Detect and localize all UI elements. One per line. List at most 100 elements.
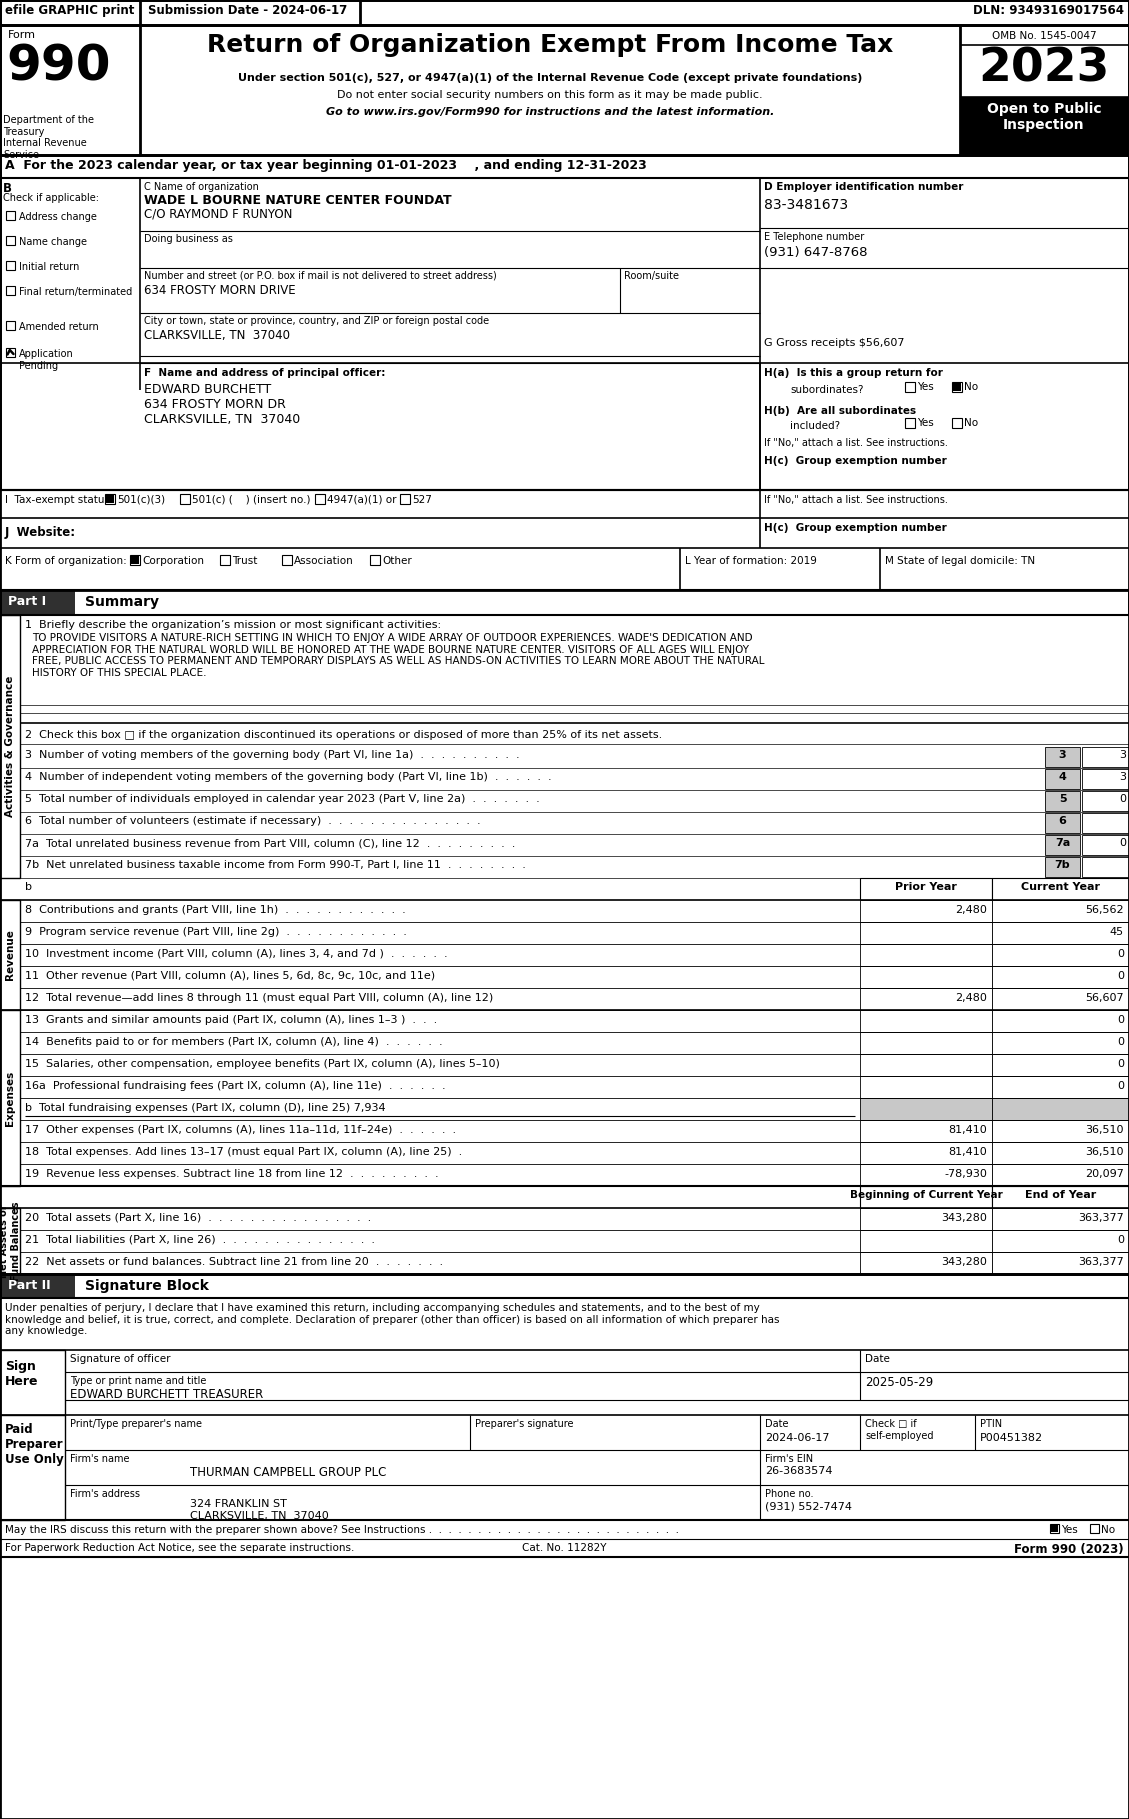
Text: 22  Net assets or fund balances. Subtract line 21 from line 20  .  .  .  .  .  .: 22 Net assets or fund balances. Subtract…	[25, 1257, 443, 1268]
Text: 3  Number of voting members of the governing body (Part VI, line 1a)  .  .  .  .: 3 Number of voting members of the govern…	[25, 749, 519, 760]
Text: 36,510: 36,510	[1085, 1148, 1124, 1157]
Bar	[6, 236, 15, 246]
Bar	[860, 1053, 992, 1077]
Text: -78,930: -78,930	[944, 1170, 987, 1179]
Text: No: No	[964, 382, 978, 393]
Text: 19  Revenue less expenses. Subtract line 18 from line 12  .  .  .  .  .  .  .  .: 19 Revenue less expenses. Subtract line …	[25, 1170, 439, 1179]
Text: If "No," attach a list. See instructions.: If "No," attach a list. See instructions…	[764, 438, 948, 447]
Text: Firm's address: Firm's address	[70, 1490, 140, 1499]
Text: Initial return: Initial return	[19, 262, 79, 273]
Text: Print/Type preparer's name: Print/Type preparer's name	[70, 1419, 202, 1430]
Text: WADE L BOURNE NATURE CENTER FOUNDAT: WADE L BOURNE NATURE CENTER FOUNDAT	[145, 195, 452, 207]
Bar	[1082, 748, 1129, 768]
Text: Submission Date - 2024-06-17: Submission Date - 2024-06-17	[148, 4, 348, 16]
Text: 56,562: 56,562	[1085, 906, 1124, 915]
Text: E Telephone number: E Telephone number	[764, 233, 865, 242]
Text: 2023: 2023	[979, 47, 1110, 93]
Text: 363,377: 363,377	[1078, 1257, 1124, 1268]
Text: 81,410: 81,410	[948, 1124, 987, 1135]
Text: 0: 0	[1117, 950, 1124, 959]
Text: Date: Date	[865, 1353, 890, 1364]
Text: 14  Benefits paid to or for members (Part IX, column (A), line 4)  .  .  .  .  .: 14 Benefits paid to or for members (Part…	[25, 1037, 443, 1048]
Text: 12  Total revenue—add lines 8 through 11 (must equal Part VIII, column (A), line: 12 Total revenue—add lines 8 through 11 …	[25, 993, 493, 1002]
Text: 6: 6	[1059, 817, 1067, 826]
Bar	[992, 1031, 1129, 1053]
Text: Name change: Name change	[19, 236, 87, 247]
Text: 2025-05-29: 2025-05-29	[865, 1375, 934, 1390]
Text: 21  Total liabilities (Part X, line 26)  .  .  .  .  .  .  .  .  .  .  .  .  .  : 21 Total liabilities (Part X, line 26) .…	[25, 1235, 375, 1244]
Bar	[992, 1010, 1129, 1031]
Text: efile GRAPHIC print: efile GRAPHIC print	[5, 4, 134, 16]
Bar	[0, 1010, 20, 1186]
Text: 5  Total number of individuals employed in calendar year 2023 (Part V, line 2a) : 5 Total number of individuals employed i…	[25, 795, 540, 804]
Text: J  Website:: J Website:	[5, 526, 76, 538]
Text: P00451382: P00451382	[980, 1433, 1043, 1442]
Text: Address change: Address change	[19, 213, 97, 222]
Text: Current Year: Current Year	[1021, 882, 1100, 891]
Text: Room/suite: Room/suite	[624, 271, 679, 280]
Bar	[1089, 1524, 1099, 1533]
Bar	[0, 615, 20, 879]
Text: 7b  Net unrelated business taxable income from Form 990-T, Part I, line 11  .  .: 7b Net unrelated business taxable income…	[25, 860, 526, 869]
Text: Doing business as: Doing business as	[145, 235, 233, 244]
Text: 0: 0	[1119, 795, 1126, 804]
Bar	[6, 286, 15, 295]
Bar	[1050, 1524, 1059, 1533]
Bar	[860, 944, 992, 966]
Text: Amended return: Amended return	[19, 322, 98, 333]
Bar	[992, 879, 1129, 900]
Text: 2,480: 2,480	[955, 993, 987, 1002]
Text: 501(c) (    ) (insert no.): 501(c) ( ) (insert no.)	[192, 495, 310, 506]
Text: 343,280: 343,280	[942, 1257, 987, 1268]
Text: G Gross receipts $56,607: G Gross receipts $56,607	[764, 338, 904, 347]
Text: 81,410: 81,410	[948, 1148, 987, 1157]
Text: Revenue: Revenue	[5, 930, 15, 980]
Text: 20  Total assets (Part X, line 16)  .  .  .  .  .  .  .  .  .  .  .  .  .  .  . : 20 Total assets (Part X, line 16) . . . …	[25, 1213, 371, 1222]
Bar	[0, 0, 1129, 25]
Text: Yes: Yes	[917, 418, 934, 427]
Text: Phone no.: Phone no.	[765, 1490, 814, 1499]
Text: CLARKSVILLE, TN  37040: CLARKSVILLE, TN 37040	[145, 413, 300, 426]
Bar	[952, 418, 962, 427]
Bar	[860, 1186, 992, 1208]
Bar	[953, 384, 961, 391]
Text: 18  Total expenses. Add lines 13–17 (must equal Part IX, column (A), line 25)  .: 18 Total expenses. Add lines 13–17 (must…	[25, 1148, 462, 1157]
Text: PTIN: PTIN	[980, 1419, 1003, 1430]
Bar	[0, 1208, 20, 1273]
Text: Part I: Part I	[8, 595, 46, 608]
Bar	[860, 1099, 992, 1121]
Text: 0: 0	[1119, 839, 1126, 848]
Bar	[1045, 791, 1080, 811]
Bar	[860, 900, 992, 922]
Text: 3: 3	[1059, 749, 1066, 760]
Bar	[992, 1077, 1129, 1099]
Text: Number and street (or P.O. box if mail is not delivered to street address): Number and street (or P.O. box if mail i…	[145, 271, 497, 280]
Bar	[992, 1208, 1129, 1230]
Bar	[860, 1031, 992, 1053]
Bar	[75, 1273, 1129, 1299]
Bar	[992, 944, 1129, 966]
Text: If "No," attach a list. See instructions.: If "No," attach a list. See instructions…	[764, 495, 948, 506]
Text: 16a  Professional fundraising fees (Part IX, column (A), line 11e)  .  .  .  .  : 16a Professional fundraising fees (Part …	[25, 1080, 446, 1091]
Bar	[400, 495, 410, 504]
Text: Date: Date	[765, 1419, 788, 1430]
Text: 4  Number of independent voting members of the governing body (Part VI, line 1b): 4 Number of independent voting members o…	[25, 771, 552, 782]
Text: Activities & Governance: Activities & Governance	[5, 677, 15, 817]
Text: 6  Total number of volunteers (estimate if necessary)  .  .  .  .  .  .  .  .  .: 6 Total number of volunteers (estimate i…	[25, 817, 481, 826]
Text: Open to Public
Inspection: Open to Public Inspection	[987, 102, 1101, 133]
Bar	[220, 555, 230, 566]
Text: EDWARD BURCHETT: EDWARD BURCHETT	[145, 384, 271, 397]
Text: 3: 3	[1119, 771, 1126, 782]
Text: 1  Briefly describe the organization’s mission or most significant activities:: 1 Briefly describe the organization’s mi…	[25, 620, 441, 629]
Text: subordinates?: subordinates?	[790, 386, 864, 395]
Bar	[6, 211, 15, 220]
Text: Go to www.irs.gov/Form990 for instructions and the latest information.: Go to www.irs.gov/Form990 for instructio…	[326, 107, 774, 116]
Bar	[131, 557, 139, 564]
Text: 7b: 7b	[1054, 860, 1070, 869]
Text: 10  Investment income (Part VIII, column (A), lines 3, 4, and 7d )  .  .  .  .  : 10 Investment income (Part VIII, column …	[25, 950, 447, 959]
Bar	[370, 555, 380, 566]
Text: 13  Grants and similar amounts paid (Part IX, column (A), lines 1–3 )  .  .  .: 13 Grants and similar amounts paid (Part…	[25, 1015, 437, 1024]
Text: C Name of organization: C Name of organization	[145, 182, 259, 193]
Text: 363,377: 363,377	[1078, 1213, 1124, 1222]
Text: Prior Year: Prior Year	[895, 882, 957, 891]
